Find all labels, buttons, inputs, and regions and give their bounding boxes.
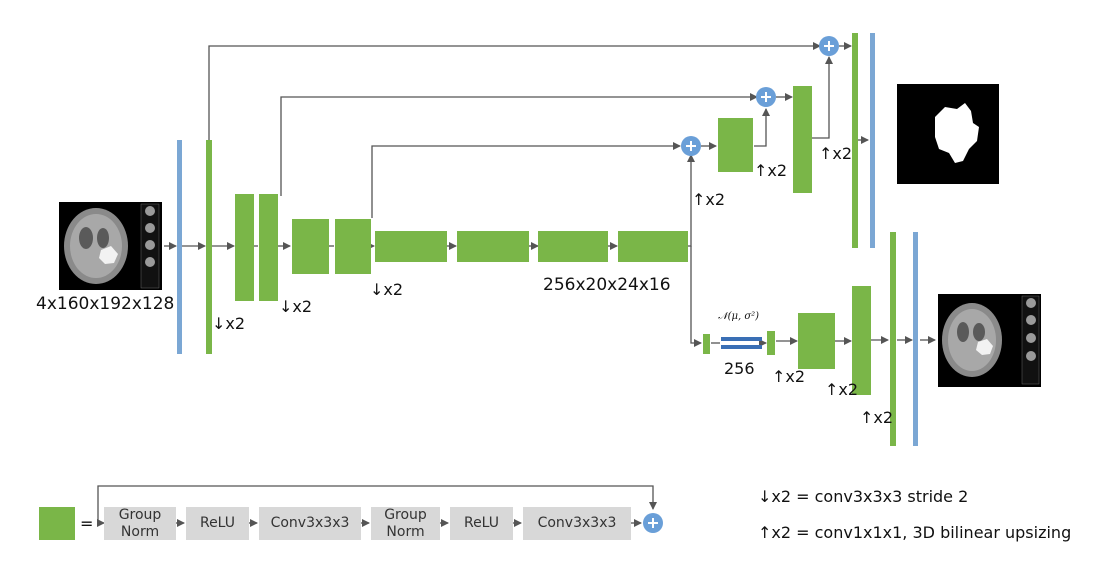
decoder-block-2	[793, 86, 812, 193]
segmentation-output-image	[897, 84, 999, 184]
input-mri-image	[59, 202, 162, 290]
downsample-label-1: ↓x2	[212, 314, 246, 333]
bottleneck-size-label: 256x20x24x16	[543, 275, 671, 295]
plus-node	[819, 36, 839, 56]
legend-conv-box-1: Conv3x3x3	[259, 507, 361, 540]
vae-block-2	[767, 331, 775, 355]
encoder-block-4d	[618, 231, 688, 262]
legend-downsample-definition: ↓x2 = conv3x3x3 stride 2	[758, 487, 969, 506]
legend-green-block	[39, 507, 75, 540]
input-size-label: 4x160x192x128	[36, 294, 175, 314]
vae-latent-line-2	[721, 345, 762, 349]
encoder-block-1	[206, 140, 212, 354]
legend-diagram	[39, 485, 663, 540]
legend-conv-box-2: Conv3x3x3	[523, 507, 631, 540]
downsample-label-3: ↓x2	[370, 280, 404, 299]
upsample-label-vae-2: ↑x2	[825, 380, 859, 399]
downsample-label-2: ↓x2	[279, 297, 313, 316]
encoder-block-4a	[375, 231, 447, 262]
encoder-block-4b	[457, 231, 529, 262]
legend-equals: =	[80, 514, 94, 533]
encoder-block-3a	[292, 219, 329, 274]
encoder-block-2a	[235, 194, 254, 301]
encoder	[177, 140, 688, 354]
decoder-block-3	[852, 33, 858, 248]
upsample-label-vae-1: ↑x2	[772, 367, 806, 386]
vae-branch	[703, 232, 918, 446]
legend-relu-box-1: ReLU	[186, 507, 249, 540]
upsample-label-decoder-2: ↑x2	[754, 161, 788, 180]
encoder-block-3b	[335, 219, 371, 274]
encoder-block-4c	[538, 231, 608, 262]
upsample-label-decoder-3: ↑x2	[819, 144, 853, 163]
plus-node	[756, 87, 776, 107]
legend-plus-node	[643, 513, 663, 533]
upsample-label-vae-3: ↑x2	[860, 408, 894, 427]
connections	[164, 42, 936, 347]
plus-node	[681, 136, 701, 156]
encoder-block-2b	[259, 194, 278, 301]
vae-latent-line-1	[721, 337, 762, 341]
reconstruction-output-image	[938, 294, 1041, 387]
decoder-output-bar	[870, 33, 875, 248]
vae-latent-size-label: 256	[724, 359, 755, 378]
legend-relu-box-2: ReLU	[450, 507, 513, 540]
decoder	[681, 33, 875, 248]
vae-block-4	[852, 286, 871, 395]
legend-groupnorm-box-1: Group Norm	[104, 507, 176, 540]
legend-upsample-definition: ↑x2 = conv1x1x1, 3D bilinear upsizing	[758, 523, 1072, 542]
vae-block-3	[798, 313, 835, 369]
vae-block-1	[703, 334, 710, 354]
vae-block-5	[890, 232, 896, 446]
input-blue-bar	[177, 140, 182, 354]
vae-distribution-formula: 𝒩(μ, σ²)	[718, 311, 760, 322]
upsample-label-decoder-1: ↑x2	[692, 190, 726, 209]
decoder-block-1	[718, 118, 753, 172]
legend-groupnorm-box-2: Group Norm	[371, 507, 440, 540]
vae-output-bar	[913, 232, 918, 446]
